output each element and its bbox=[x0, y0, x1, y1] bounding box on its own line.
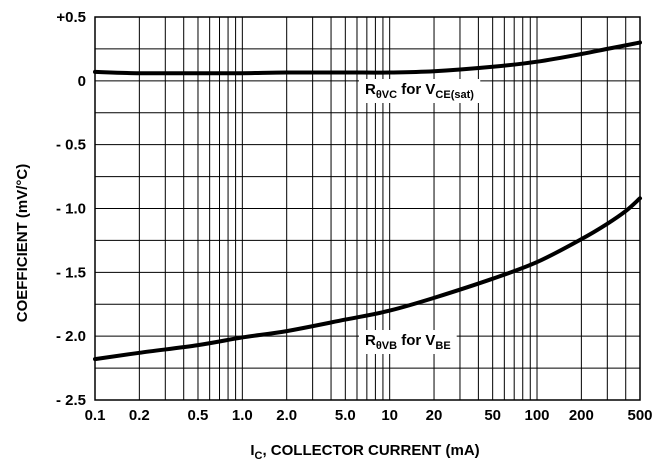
x-tick-label: 200 bbox=[569, 407, 594, 424]
x-tick-label: 0.2 bbox=[129, 407, 150, 424]
y-tick-label: +0.5 bbox=[56, 9, 86, 26]
plot-border bbox=[94, 16, 641, 401]
series-line-2 bbox=[93, 196, 642, 362]
curves bbox=[93, 40, 642, 362]
series-label-background bbox=[359, 79, 481, 103]
series-label-background bbox=[359, 330, 457, 354]
x-tick-label: 2.0 bbox=[276, 407, 297, 424]
y-tick-label: - 0.5 bbox=[56, 137, 86, 154]
y-tick-label: - 1.0 bbox=[56, 201, 86, 218]
y-tick-label: - 2.5 bbox=[56, 392, 86, 409]
tick-labels: 0.1 0.2 0.5 1.0 2.0 5.0 10 20 50 100 200 500 +0.5 0 - … bbox=[56, 9, 653, 424]
x-tick-label: 0.5 bbox=[188, 407, 209, 424]
label-text-part: R bbox=[365, 332, 376, 349]
x-tick-label: 1.0 bbox=[232, 407, 253, 424]
x-tick-label: 20 bbox=[426, 407, 443, 424]
y-tick-label: 0 bbox=[78, 73, 86, 90]
x-tick-label: 500 bbox=[627, 407, 652, 424]
x-axis-title: IC, COLLECTOR CURRENT (mA) bbox=[250, 442, 479, 462]
x-tick-label: 100 bbox=[524, 407, 549, 424]
x-axis-title-rest: , COLLECTOR CURRENT (mA) bbox=[262, 442, 479, 459]
label-text-part: for V bbox=[397, 332, 435, 349]
series-label-2: RθVB for VBE bbox=[359, 330, 457, 354]
labels: RθVC for VCE(sat)RθVB for VBE bbox=[359, 79, 481, 354]
y-tick-label: - 1.5 bbox=[56, 264, 86, 281]
series-label-text: RθVB for VBE bbox=[365, 332, 451, 352]
label-text-part: R bbox=[365, 81, 376, 98]
x-tick-label: 0.1 bbox=[85, 407, 106, 424]
series-label-text: RθVC for VCE(sat) bbox=[365, 81, 474, 101]
label-subscript: CE(sat) bbox=[435, 89, 474, 101]
label-subscript: θVB bbox=[376, 340, 397, 352]
label-text-part: for V bbox=[397, 81, 435, 98]
label-subscript: BE bbox=[435, 340, 450, 352]
x-tick-label: 5.0 bbox=[335, 407, 356, 424]
x-axis-title-main: I bbox=[250, 442, 254, 459]
y-axis-title: COEFFICIENT (mV/°C) bbox=[14, 164, 31, 323]
y-tick-label: - 2.0 bbox=[56, 328, 86, 345]
label-subscript: θVC bbox=[376, 89, 397, 101]
plot-frame bbox=[94, 16, 641, 401]
series-label-1: RθVC for VCE(sat) bbox=[359, 79, 481, 103]
x-tick-label: 10 bbox=[381, 407, 398, 424]
x-tick-label: 50 bbox=[484, 407, 501, 424]
series-line-1 bbox=[93, 40, 642, 76]
x-axis-title-subscript: C bbox=[255, 450, 263, 462]
